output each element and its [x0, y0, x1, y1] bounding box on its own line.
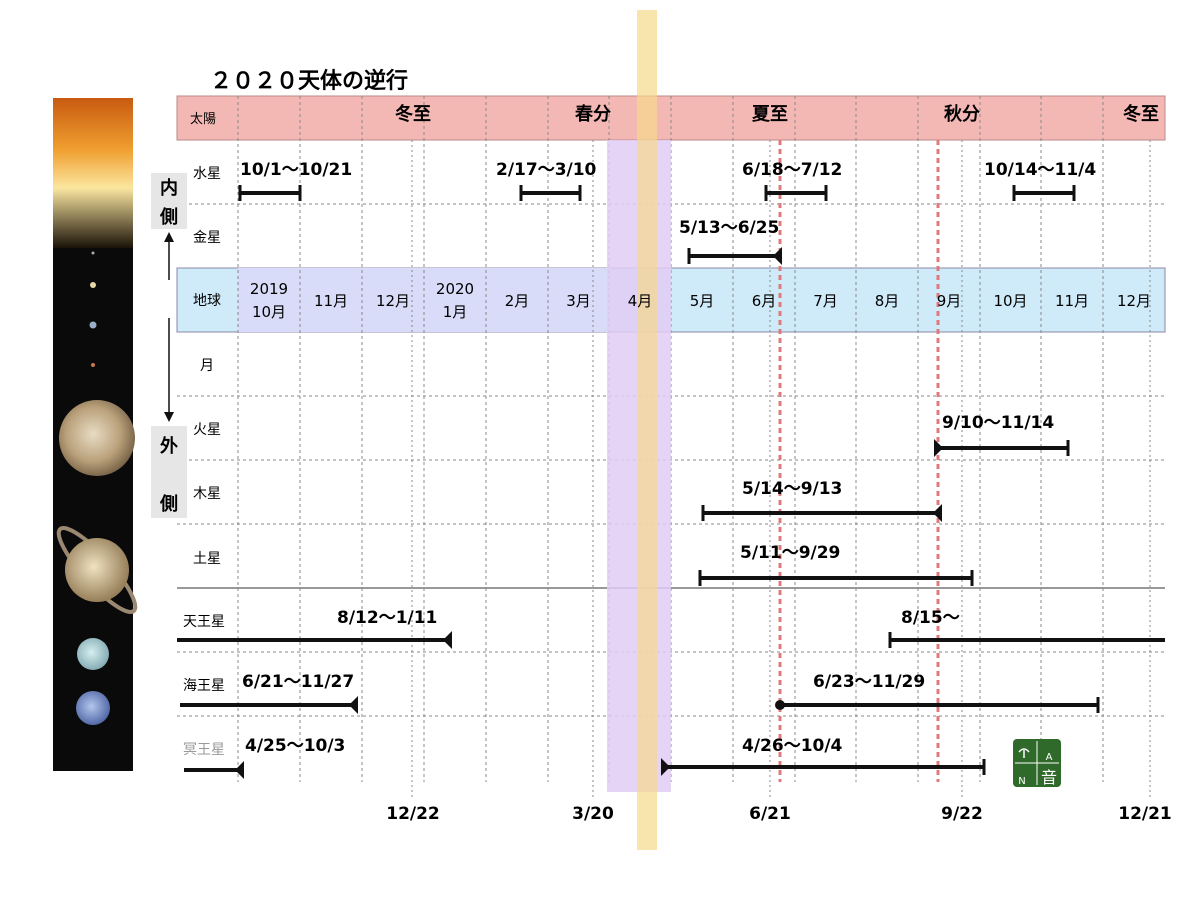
chart-title: ２０２０天体の逆行: [210, 68, 408, 94]
earth-month-label: 11月: [1055, 292, 1089, 310]
earth-row-label: 地球: [193, 293, 221, 309]
period-label: 6/18〜7/12: [742, 160, 842, 180]
earth-month-label: 12月: [1117, 292, 1151, 310]
up-arrow-head: [164, 232, 174, 242]
period-label: 6/23〜11/29: [813, 672, 925, 692]
row-label: 木星: [193, 486, 221, 502]
inner-label-char: 内: [160, 177, 178, 199]
sun-marker-label: 冬至: [395, 103, 431, 125]
period-cap: [775, 700, 785, 710]
highlight-band: [637, 10, 657, 850]
period-cap: [934, 439, 943, 457]
uranus-image: [77, 638, 109, 670]
period-label: 9/10〜11/14: [942, 413, 1054, 433]
earth-month-label: 4月: [628, 292, 653, 310]
row-label: 海王星: [183, 678, 225, 694]
sun-row-label: 太陽: [190, 112, 216, 127]
logo-letter: A: [1046, 752, 1053, 763]
down-arrow-head: [164, 412, 174, 422]
inner-label-box: [151, 173, 187, 229]
logo-letter: 音: [1041, 768, 1057, 787]
period-cap: [443, 631, 452, 649]
earth-year-label: 2019: [250, 280, 288, 298]
period-cap: [235, 761, 244, 779]
earth-month-label: 1月: [443, 303, 468, 321]
venus-image: [90, 282, 96, 288]
earth-month-label: 7月: [813, 292, 838, 310]
logo-letter: N: [1018, 776, 1025, 787]
row-label: 土星: [193, 551, 221, 567]
sun-marker-label: 秋分: [944, 103, 980, 125]
saturn-image: [65, 538, 129, 602]
earth-month-label: 10月: [993, 292, 1027, 310]
period-label: 4/25〜10/3: [245, 736, 345, 756]
bottom-date-label: 9/22: [941, 804, 983, 824]
row-label: 天王星: [183, 614, 225, 630]
row-label: 水星: [193, 166, 221, 182]
period-cap: [349, 696, 358, 714]
period-label: 5/13〜6/25: [679, 218, 779, 238]
earth-month-label: 8月: [875, 292, 900, 310]
outer-label-box: [151, 426, 187, 518]
earth-month-label: 3月: [566, 292, 591, 310]
mars-image: [91, 363, 95, 367]
mercury-image: [91, 251, 95, 255]
sun-marker-label: 春分: [575, 103, 611, 125]
period-label: 10/14〜11/4: [984, 160, 1096, 180]
sprout-icon: [1018, 748, 1030, 758]
period-label: 8/15〜: [901, 608, 960, 628]
earth-month-label: 11月: [314, 292, 348, 310]
earth-month-label: 9月: [937, 292, 962, 310]
row-label: 冥王星: [183, 742, 225, 758]
period-label: 5/14〜9/13: [742, 479, 842, 499]
planet-image-strip: [53, 98, 138, 771]
period-label: 2/17〜3/10: [496, 160, 597, 180]
outer-label-char: 側: [159, 493, 178, 515]
outer-label-char: 外: [160, 435, 178, 457]
period-label: 8/12〜1/11: [337, 608, 437, 628]
bottom-date-label: 12/21: [1118, 804, 1172, 824]
period-cap: [773, 247, 782, 265]
bottom-date-label: 12/22: [386, 804, 440, 824]
row-label: 金星: [193, 230, 221, 246]
earth-month-label: 12月: [376, 292, 410, 310]
earth-month-label: 2月: [505, 292, 530, 310]
period-cap: [661, 758, 670, 776]
period-label: 5/11〜9/29: [740, 543, 840, 563]
jupiter-image: [59, 400, 135, 476]
earth-month-label: 5月: [690, 292, 715, 310]
sun-marker-label: 冬至: [1123, 103, 1159, 125]
earth-month-label: 6月: [752, 292, 777, 310]
sun-marker-label: 夏至: [752, 104, 788, 125]
earth-year-label: 2020: [436, 280, 474, 298]
period-cap: [933, 504, 942, 522]
bottom-date-label: 6/21: [749, 804, 791, 824]
earth-month-label: 10月: [252, 303, 286, 321]
period-label: 6/21〜11/27: [242, 672, 354, 692]
earth-image: [89, 321, 97, 329]
period-label: 10/1〜10/21: [240, 160, 352, 180]
bottom-date-label: 3/20: [572, 804, 614, 824]
inner-label-char: 側: [159, 206, 178, 228]
row-label: 月: [200, 358, 214, 374]
period-label: 4/26〜10/4: [742, 736, 843, 756]
neptune-image: [76, 691, 110, 725]
row-label: 火星: [193, 422, 221, 438]
